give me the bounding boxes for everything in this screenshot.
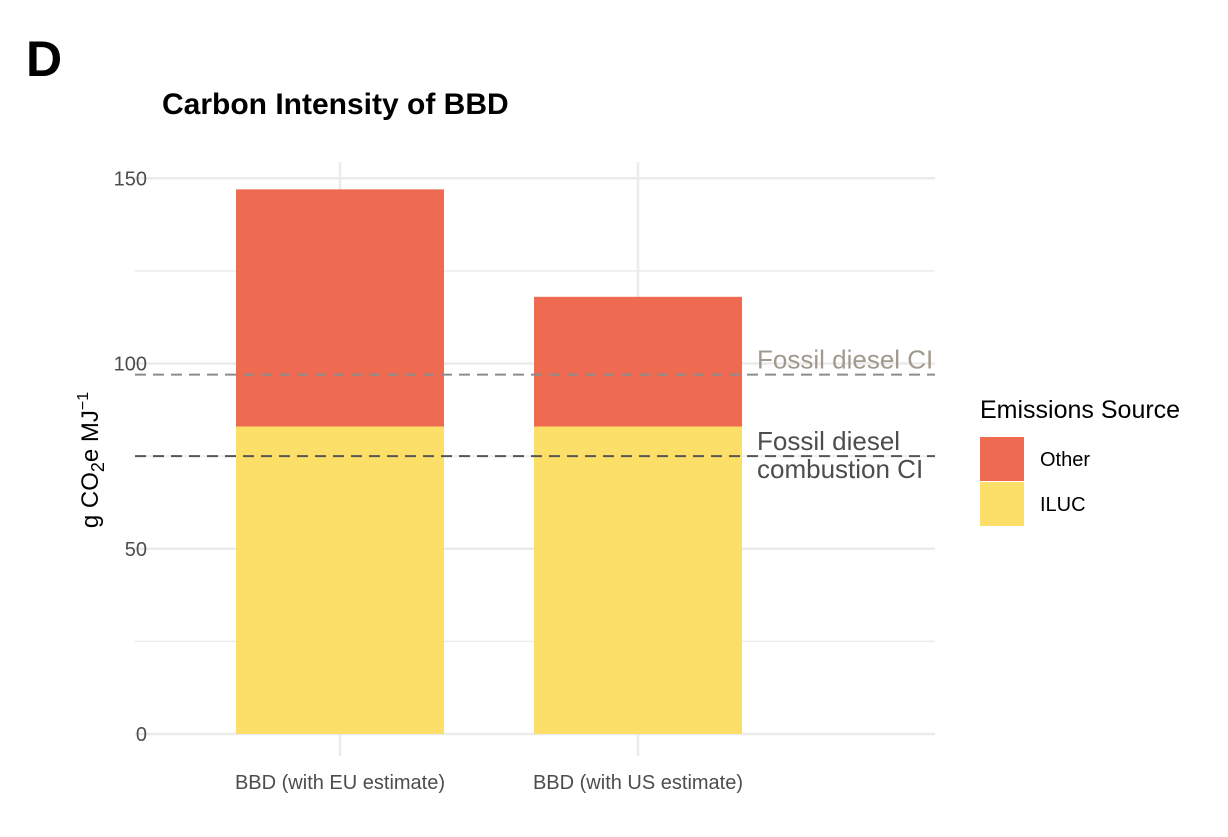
- y-tick-label: 0: [136, 724, 147, 746]
- legend-label-iluc: ILUC: [1040, 494, 1086, 516]
- y-axis-label: g CO2e MJ−1: [75, 392, 108, 528]
- panel-label: D: [26, 31, 62, 87]
- legend-key-iluc: [980, 482, 1024, 526]
- fossil-diesel-combustion-ci-label: Fossil diesel combustion CI: [757, 426, 923, 484]
- bar-other-1: [236, 189, 444, 427]
- legend: Emissions Source Other ILUC: [980, 396, 1180, 526]
- bar-iluc-2: [534, 426, 742, 734]
- y-tick-label: 100: [114, 354, 147, 376]
- chart-title: Carbon Intensity of BBD: [162, 88, 509, 121]
- legend-label-other: Other: [1040, 449, 1090, 471]
- x-tick-label: BBD (with EU estimate): [235, 772, 445, 794]
- x-tick-label: BBD (with US estimate): [533, 772, 743, 794]
- legend-title: Emissions Source: [980, 396, 1180, 424]
- bars: [236, 189, 742, 734]
- y-axis: 0 50 100 150: [114, 168, 147, 746]
- reference-lines: Fossil diesel CI Fossil diesel combustion …: [135, 345, 935, 484]
- y-tick-label: 150: [114, 168, 147, 190]
- x-axis: BBD (with EU estimate) BBD (with US estim…: [235, 772, 743, 794]
- bar-iluc-1: [236, 426, 444, 734]
- legend-key-other: [980, 437, 1024, 481]
- fossil-diesel-ci-label: Fossil diesel CI: [757, 345, 933, 375]
- bar-other-2: [534, 296, 742, 427]
- y-tick-label: 50: [125, 539, 147, 561]
